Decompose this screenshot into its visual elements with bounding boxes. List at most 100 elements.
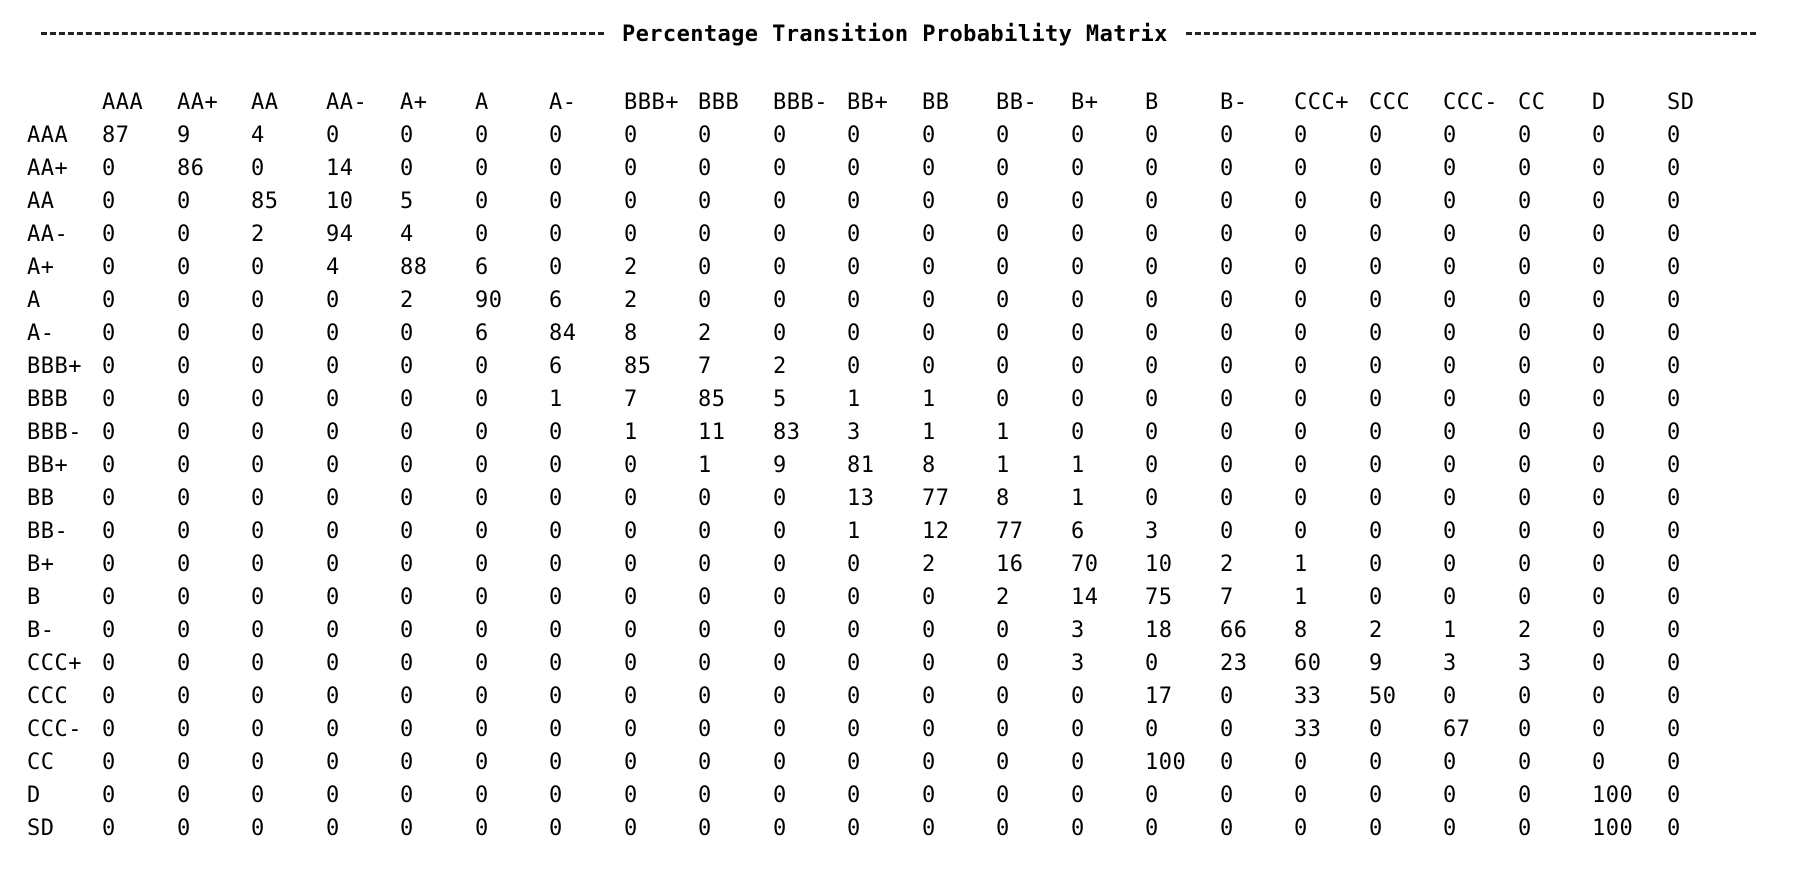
table-cell: 0	[1592, 156, 1606, 181]
table-cell: 0	[773, 750, 787, 775]
table-cell: 0	[326, 123, 340, 148]
table-cell: 0	[177, 354, 191, 379]
table-cell: 0	[1592, 651, 1606, 676]
table-cell: 0	[773, 717, 787, 742]
table-cell: 0	[773, 816, 787, 841]
table-cell: 88	[400, 255, 428, 280]
table-cell: 0	[1518, 156, 1532, 181]
table-cell: 2	[400, 288, 414, 313]
table-cell: 0	[549, 816, 563, 841]
table-cell: 0	[1294, 453, 1308, 478]
table-cell: 0	[1071, 717, 1085, 742]
table-cell: 0	[326, 783, 340, 808]
table-cell: 0	[102, 684, 116, 709]
table-cell: 0	[102, 255, 116, 280]
table-cell: 0	[475, 717, 489, 742]
table-cell: 0	[251, 156, 265, 181]
table-cell: 0	[326, 618, 340, 643]
table-cell: 0	[996, 816, 1010, 841]
table-cell: 0	[847, 123, 861, 148]
table-cell: 0	[326, 354, 340, 379]
table-cell: 0	[400, 783, 414, 808]
table-cell: 0	[1071, 321, 1085, 346]
table-cell: 0	[1220, 288, 1234, 313]
table-cell: 0	[1443, 519, 1457, 544]
table-cell: 87	[102, 123, 130, 148]
table-cell: 0	[400, 651, 414, 676]
table-cell: 0	[1294, 486, 1308, 511]
table-cell: 0	[996, 222, 1010, 247]
table-cell: 0	[326, 684, 340, 709]
table-cell: 4	[400, 222, 414, 247]
table-cell: 0	[400, 321, 414, 346]
table-cell: 0	[326, 717, 340, 742]
table-cell: 16	[996, 552, 1024, 577]
table-cell: 0	[549, 717, 563, 742]
table-cell: 0	[1667, 453, 1681, 478]
table-cell: 0	[177, 222, 191, 247]
table-cell: 0	[773, 519, 787, 544]
table-cell: 0	[624, 453, 638, 478]
table-cell: 0	[1518, 321, 1532, 346]
table-cell: 0	[1294, 354, 1308, 379]
title-line: Percentage Transition Probability Matrix	[41, 20, 1810, 50]
table-cell: 0	[400, 585, 414, 610]
table-cell: 1	[847, 519, 861, 544]
table-cell: 9	[773, 453, 787, 478]
table-cell: 0	[996, 123, 1010, 148]
column-header: CC	[1518, 90, 1546, 115]
table-cell: 0	[847, 552, 861, 577]
table-cell: 0	[1518, 552, 1532, 577]
column-header: CCC	[1369, 90, 1411, 115]
row-label: AA	[27, 189, 55, 214]
table-cell: 0	[1220, 321, 1234, 346]
table-cell: 0	[549, 585, 563, 610]
table-cell: 0	[549, 222, 563, 247]
row-label: BB-	[27, 519, 69, 544]
table-cell: 0	[475, 123, 489, 148]
table-cell: 0	[1145, 189, 1159, 214]
table-cell: 0	[251, 387, 265, 412]
table-cell: 4	[251, 123, 265, 148]
table-cell: 0	[698, 552, 712, 577]
table-cell: 0	[1071, 123, 1085, 148]
table-cell: 0	[922, 750, 936, 775]
table-cell: 0	[1220, 354, 1234, 379]
table-cell: 0	[1220, 684, 1234, 709]
table-cell: 0	[475, 585, 489, 610]
table-cell: 0	[1667, 486, 1681, 511]
table-cell: 0	[1294, 189, 1308, 214]
table-cell: 0	[1592, 123, 1606, 148]
table-cell: 0	[177, 651, 191, 676]
table-cell: 0	[102, 783, 116, 808]
row-label: BBB-	[27, 420, 82, 445]
table-cell: 0	[922, 189, 936, 214]
table-cell: 2	[624, 255, 638, 280]
table-cell: 0	[400, 519, 414, 544]
table-cell: 0	[251, 420, 265, 445]
column-header: D	[1592, 90, 1606, 115]
column-header: BB-	[996, 90, 1038, 115]
table-cell: 0	[996, 156, 1010, 181]
table-cell: 6	[475, 255, 489, 280]
table-cell: 3	[1518, 651, 1532, 676]
table-cell: 2	[698, 321, 712, 346]
table-cell: 0	[1071, 420, 1085, 445]
table-cell: 0	[251, 519, 265, 544]
table-cell: 0	[1667, 585, 1681, 610]
table-cell: 0	[1443, 288, 1457, 313]
table-cell: 94	[326, 222, 354, 247]
table-cell: 0	[1443, 816, 1457, 841]
table-cell: 0	[1592, 354, 1606, 379]
table-cell: 0	[1592, 288, 1606, 313]
table-cell: 1	[1294, 552, 1308, 577]
table-cell: 0	[1220, 750, 1234, 775]
row-label: BB+	[27, 453, 69, 478]
table-cell: 0	[549, 651, 563, 676]
table-cell: 0	[1443, 123, 1457, 148]
row-label: SD	[27, 816, 55, 841]
table-cell: 0	[847, 717, 861, 742]
table-cell: 0	[847, 321, 861, 346]
table-cell: 0	[1145, 321, 1159, 346]
table-cell: 0	[251, 717, 265, 742]
